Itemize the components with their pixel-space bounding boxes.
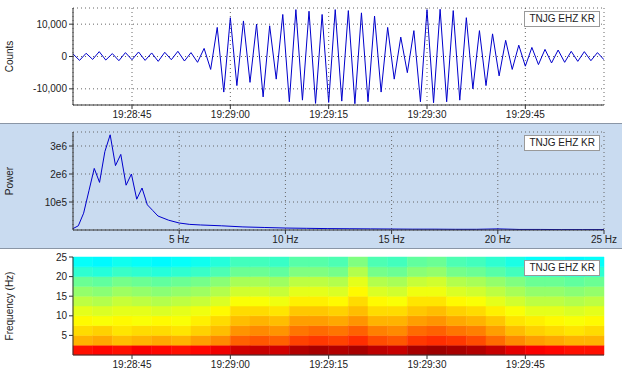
svg-text:5 Hz: 5 Hz xyxy=(169,234,190,245)
svg-text:10: 10 xyxy=(56,310,68,321)
svg-text:-10,000: -10,000 xyxy=(33,83,67,94)
svg-text:19:28:45: 19:28:45 xyxy=(113,359,152,370)
svg-text:19:29:30: 19:29:30 xyxy=(408,359,447,370)
svg-text:20: 20 xyxy=(56,271,68,282)
svg-text:10,000: 10,000 xyxy=(36,19,67,30)
html-text:TNJG EHZ KR: TNJG EHZ KR xyxy=(529,137,595,148)
svg-text:20 Hz: 20 Hz xyxy=(485,234,511,245)
svg-text:3e6: 3e6 xyxy=(50,141,67,152)
svg-text:5: 5 xyxy=(61,330,67,341)
svg-text:10e5: 10e5 xyxy=(45,197,68,208)
svg-text:15 Hz: 15 Hz xyxy=(379,234,405,245)
svg-text:19:29:00: 19:29:00 xyxy=(211,359,250,370)
svg-text:19:29:30: 19:29:30 xyxy=(408,109,447,120)
svg-text:19:29:15: 19:29:15 xyxy=(309,109,348,120)
svg-text:10 Hz: 10 Hz xyxy=(272,234,298,245)
svg-text:19:28:45: 19:28:45 xyxy=(113,109,152,120)
svg-text:19:29:45: 19:29:45 xyxy=(506,359,545,370)
svg-text:19:29:45: 19:29:45 xyxy=(506,109,545,120)
svg-text:Counts: Counts xyxy=(4,41,15,73)
svg-text:15: 15 xyxy=(56,291,68,302)
html-text:TNJG EHZ KR: TNJG EHZ KR xyxy=(529,13,595,24)
svg-text:Frequency (Hz): Frequency (Hz) xyxy=(4,272,15,341)
svg-text:2e6: 2e6 xyxy=(50,169,67,180)
svg-text:0: 0 xyxy=(61,51,67,62)
svg-text:19:29:00: 19:29:00 xyxy=(211,109,250,120)
html-text:TNJG EHZ KR: TNJG EHZ KR xyxy=(529,262,595,273)
svg-text:19:29:15: 19:29:15 xyxy=(309,359,348,370)
svg-text:Power: Power xyxy=(4,166,15,195)
svg-text:25 Hz: 25 Hz xyxy=(591,234,617,245)
svg-text:25: 25 xyxy=(56,252,68,263)
